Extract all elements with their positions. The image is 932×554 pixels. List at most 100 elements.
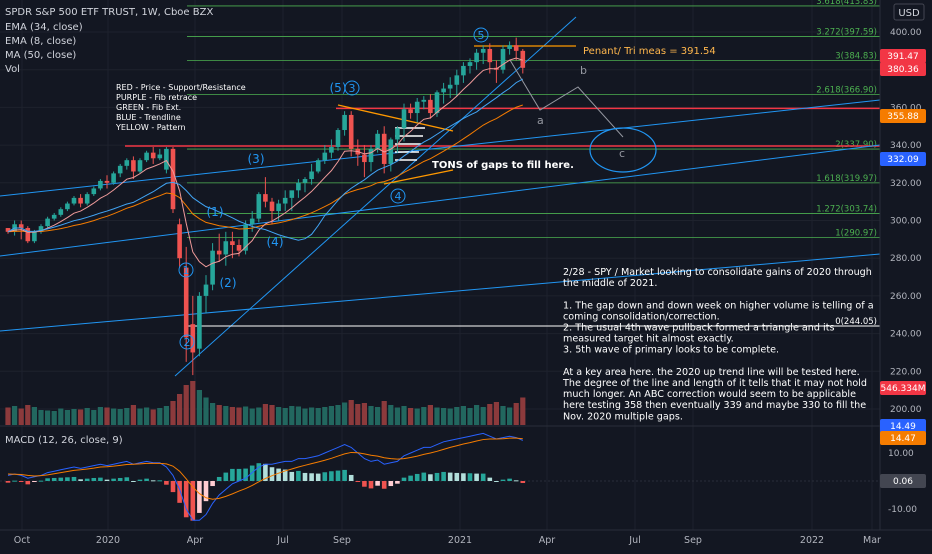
candle-body bbox=[18, 224, 24, 229]
macd-histogram-bar bbox=[117, 477, 123, 481]
candle-body bbox=[5, 228, 11, 232]
pennant-top bbox=[337, 104, 454, 132]
candle-body bbox=[91, 188, 97, 195]
pennant-bottom bbox=[383, 169, 454, 185]
volume-bar bbox=[236, 407, 242, 425]
fib-label: 1.618(319.97) bbox=[816, 174, 877, 184]
candle-body bbox=[170, 148, 176, 210]
wave-label-4: 4 bbox=[395, 190, 402, 203]
macd-histogram-bar bbox=[98, 477, 103, 481]
fib-label: 1(290.97) bbox=[835, 229, 877, 239]
macd-histogram-bar bbox=[414, 473, 420, 481]
macd-histogram-bar bbox=[447, 472, 453, 481]
candle-body bbox=[223, 241, 229, 255]
abc-label-b: b bbox=[580, 64, 587, 77]
candle-body bbox=[243, 224, 248, 251]
currency-box[interactable] bbox=[893, 3, 925, 21]
candle-body bbox=[236, 245, 242, 251]
macd-histogram-bar bbox=[164, 481, 169, 485]
volume-bar bbox=[183, 385, 189, 425]
price-tick-label: 240.00 bbox=[890, 330, 922, 340]
note-line: The degree of the line and length of it … bbox=[562, 378, 867, 389]
candle-body bbox=[395, 128, 400, 140]
candle-body bbox=[282, 197, 288, 204]
volume-bar bbox=[111, 408, 117, 425]
volume-bar bbox=[276, 407, 282, 425]
volume-bar bbox=[427, 405, 433, 425]
price-badge-bg bbox=[880, 49, 926, 63]
candle-body bbox=[150, 152, 156, 159]
volume-bar bbox=[38, 410, 44, 425]
volume-bar bbox=[84, 408, 90, 425]
macd-histogram-bar bbox=[269, 467, 275, 481]
candle-body bbox=[487, 48, 493, 63]
price-badges: 391.47 380.36 355.88 332.09 546.334M 14.49 14.… bbox=[880, 49, 926, 488]
candle-body bbox=[45, 218, 50, 227]
indicator-ema34[interactable]: EMA (34, close) bbox=[5, 22, 83, 33]
volume-bar bbox=[31, 407, 37, 425]
macd-histogram-bar bbox=[276, 468, 281, 481]
indicator-ema8[interactable]: EMA (8, close) bbox=[5, 36, 76, 47]
time-axis[interactable]: Oct 2020 Apr Jul Sep 2021 Apr Jul Sep 2022 Mar bbox=[14, 535, 881, 546]
symbol-title[interactable]: SPDR S&P 500 ETF TRUST, 1W, Cboe BZX bbox=[5, 7, 213, 18]
candle-body bbox=[461, 65, 466, 76]
volume-bar bbox=[216, 405, 222, 425]
volume-bar bbox=[289, 406, 295, 425]
volume-bar bbox=[78, 409, 84, 425]
fib-label: 2(337.90) bbox=[835, 140, 877, 150]
volume-badge-bg bbox=[880, 381, 926, 395]
indicator-volume[interactable]: Vol bbox=[5, 64, 20, 75]
macd-title[interactable]: MACD (12, 26, close, 9) bbox=[5, 435, 123, 446]
macd-histogram-bar bbox=[210, 481, 215, 487]
candle-body bbox=[256, 194, 262, 219]
volume-bar bbox=[388, 405, 394, 425]
macd-histogram-bar bbox=[474, 473, 479, 481]
ema-34-line bbox=[7, 104, 523, 233]
volume-bar bbox=[361, 403, 367, 425]
macd-histogram-bar bbox=[401, 477, 407, 481]
candle-body bbox=[507, 45, 512, 49]
volume-bar bbox=[203, 397, 209, 425]
fib-label: 3.272(397.59) bbox=[816, 28, 877, 38]
gaps-label: TONS of gaps to fill here. bbox=[432, 160, 574, 171]
volume-bar bbox=[375, 407, 381, 425]
volume-bar bbox=[309, 407, 315, 425]
macd-histogram-bar bbox=[322, 472, 328, 481]
volume-bar bbox=[45, 410, 51, 425]
note-line: 1. The gap down and down week on higher … bbox=[563, 300, 874, 311]
macd-histogram-bar bbox=[111, 478, 116, 481]
price-tick-label: 400.00 bbox=[890, 28, 922, 38]
macd-tick-label: 10.00 bbox=[888, 449, 914, 459]
target-ellipse bbox=[589, 127, 657, 173]
wave-label-4-paren: (4) bbox=[267, 235, 284, 249]
macd-histogram-bar bbox=[388, 481, 394, 487]
candle-body bbox=[388, 139, 394, 164]
macd-histogram-bar bbox=[256, 463, 262, 481]
indicator-ma50[interactable]: MA (50, close) bbox=[5, 50, 76, 61]
macd-badge-bg bbox=[880, 474, 926, 488]
abc-label-c: c bbox=[619, 147, 625, 160]
macd-histogram-bar bbox=[157, 480, 163, 482]
volume-bar bbox=[243, 406, 249, 425]
candle-body bbox=[183, 267, 189, 338]
volume-bar bbox=[487, 404, 493, 425]
macd-histogram-bar bbox=[428, 474, 433, 481]
price-badge-bg bbox=[880, 152, 926, 166]
macd-histogram-bar bbox=[18, 481, 24, 483]
candle-body bbox=[210, 250, 215, 285]
volume-bar bbox=[328, 406, 334, 425]
note-line: here testing 358 then eventually 339 and… bbox=[563, 400, 866, 411]
macd-histogram-bar bbox=[71, 476, 77, 481]
candle-body bbox=[375, 133, 380, 149]
candle-body bbox=[25, 228, 31, 242]
volume-bar bbox=[223, 406, 229, 425]
candle-body bbox=[124, 160, 130, 166]
candle-body bbox=[203, 284, 209, 296]
macd-histogram-bar bbox=[513, 480, 519, 482]
candle-body bbox=[342, 114, 347, 131]
price-badge-bg bbox=[880, 109, 926, 123]
time-tick-label: Jul bbox=[276, 535, 288, 546]
price-tick-label: 320.00 bbox=[890, 179, 922, 189]
candle-body bbox=[408, 109, 413, 114]
